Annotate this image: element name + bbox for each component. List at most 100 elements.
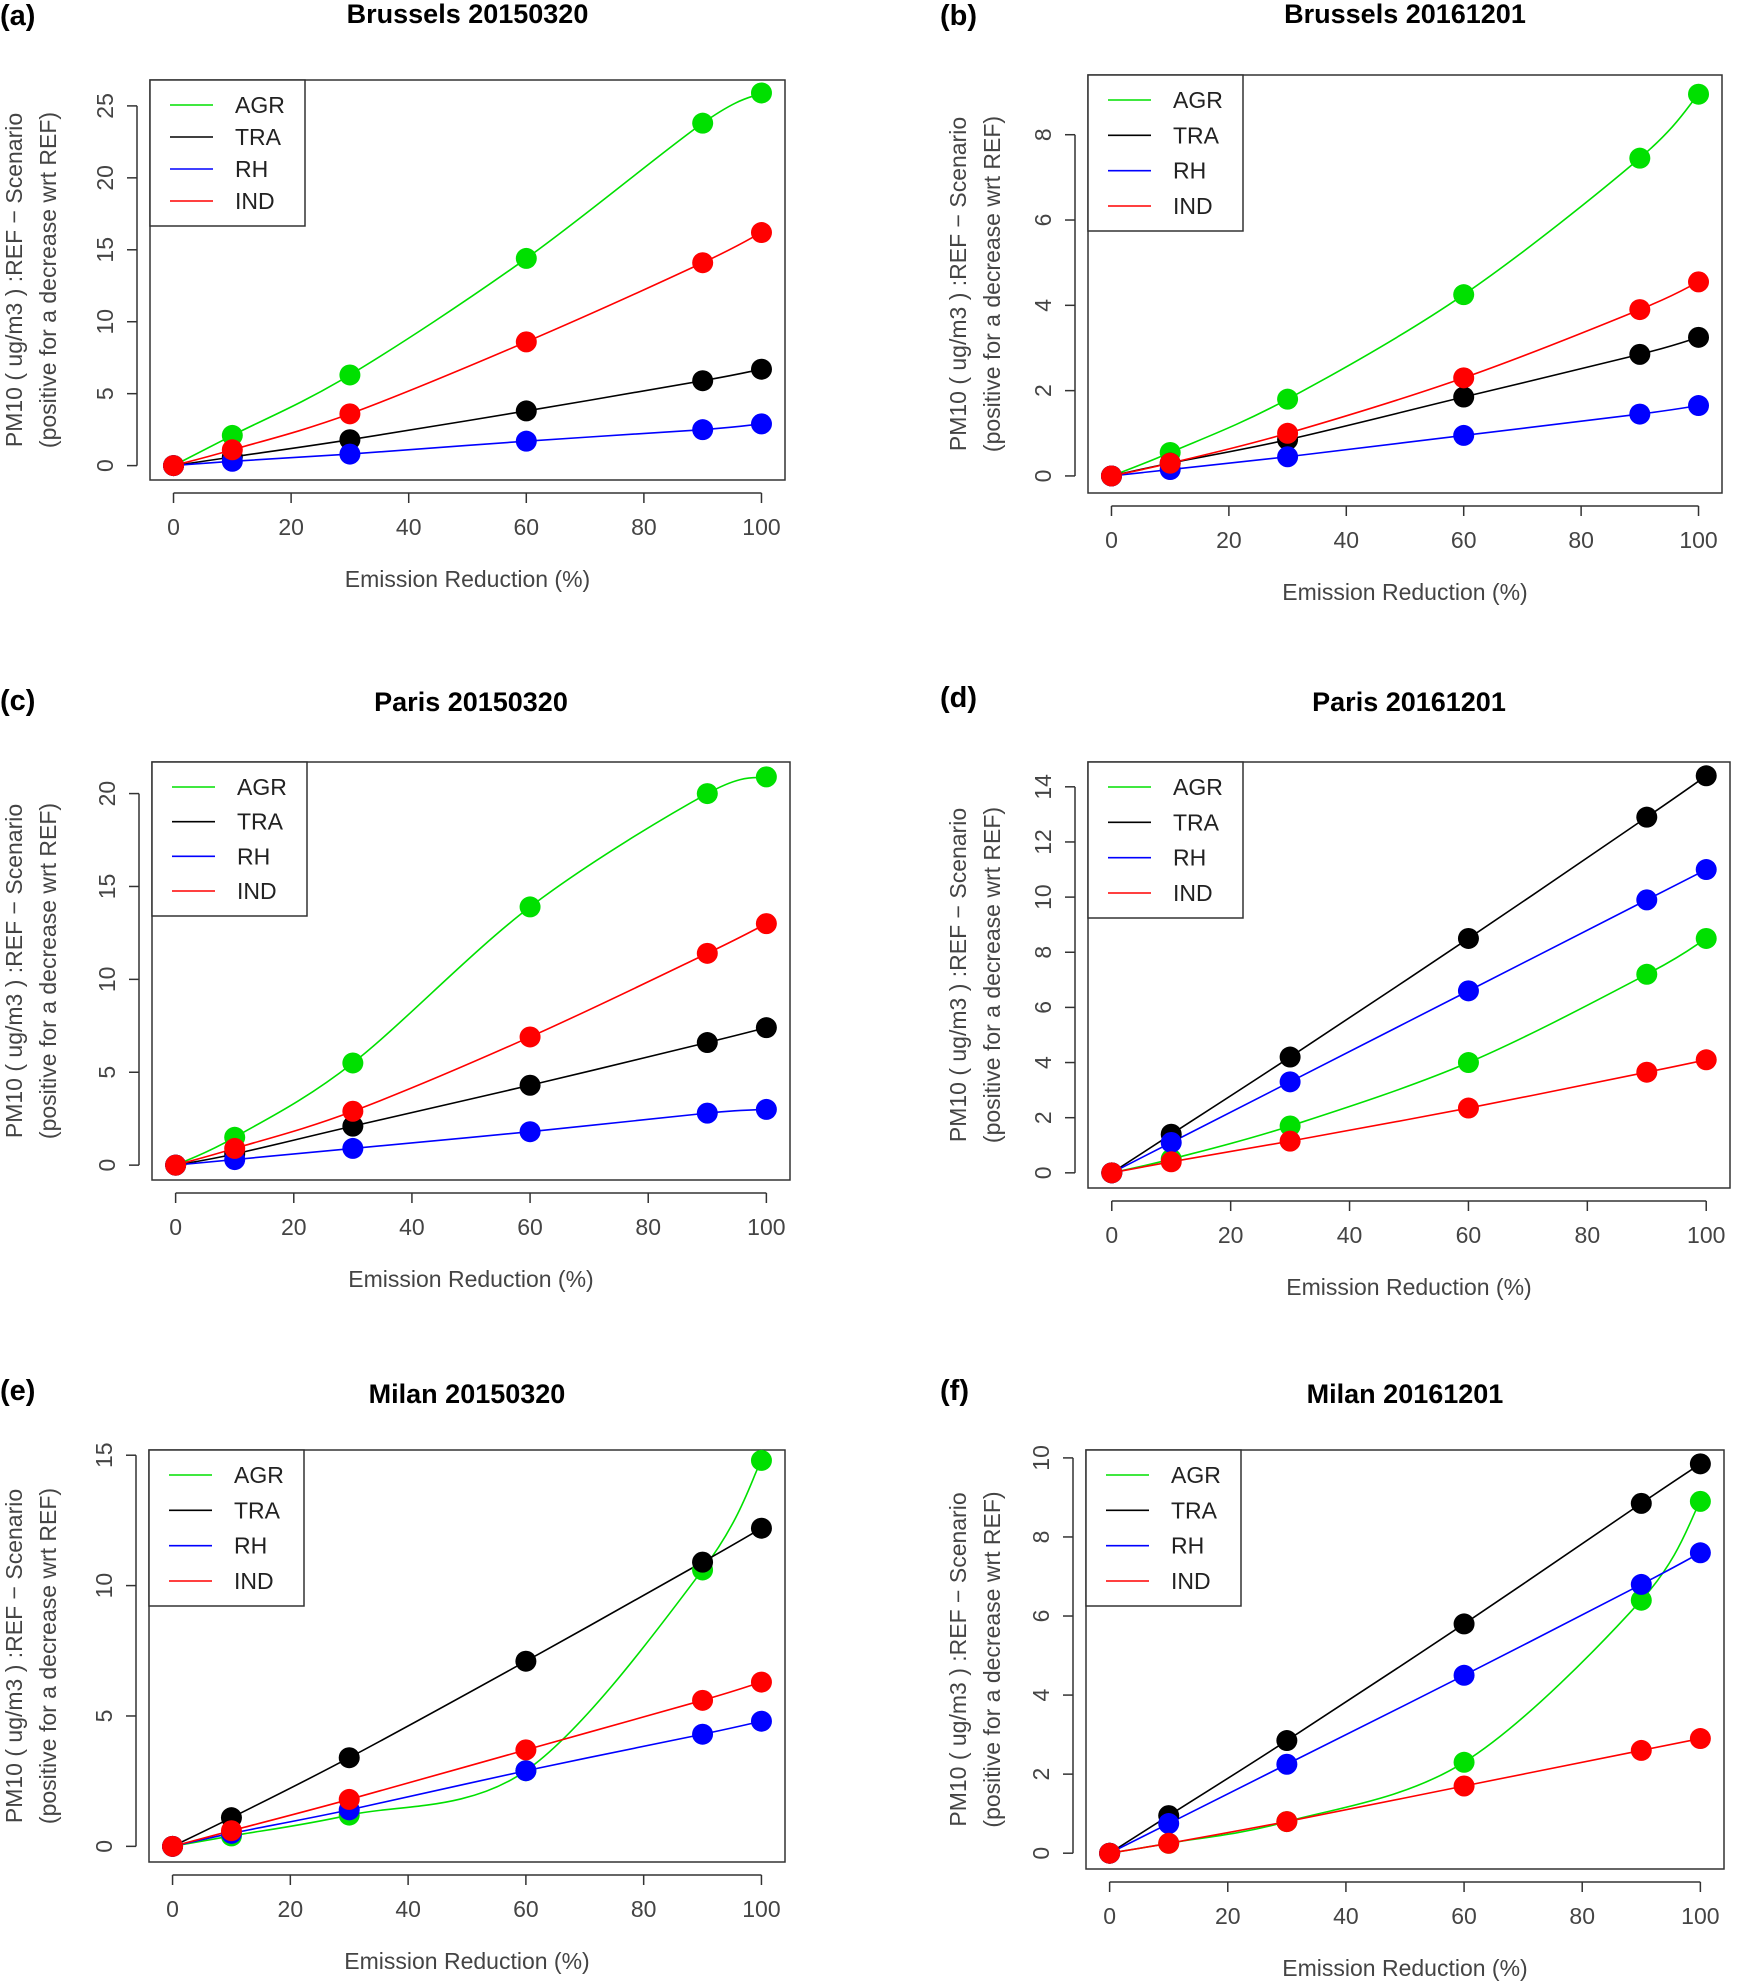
y-tick-label: 8 [1030,946,1056,959]
y-tick-label: 10 [1028,1445,1054,1471]
data-point-ind [1101,1162,1123,1184]
data-point-agr [1453,284,1475,306]
data-point-agr [1630,1589,1652,1611]
y-tick-label: 6 [1030,1001,1056,1014]
data-point-ind [220,1820,242,1842]
data-point-ind [515,1739,537,1761]
data-point-ind [1630,1739,1652,1761]
y-tick-label: 0 [1030,1166,1056,1179]
data-point-ind [692,1689,714,1711]
plot-frame [149,79,786,481]
series-line-rh [175,1108,767,1166]
y-axis-label: (positive for a decrease wrt REF) [35,1488,61,1824]
data-point-rh [1277,446,1299,468]
data-point-rh [1629,403,1651,425]
y-tick-label: 4 [1030,299,1056,312]
y-tick-label: 15 [92,237,118,263]
data-point-rh [692,419,714,441]
x-tick-label: 100 [1679,527,1717,553]
data-point-ind [519,1026,541,1048]
data-point-tra [750,1517,772,1539]
data-point-tra [755,1017,777,1039]
y-tick-label: 8 [1030,128,1056,141]
data-point-tra [696,1032,718,1054]
x-tick-label: 60 [1451,1903,1477,1929]
data-point-tra [1630,1492,1652,1514]
chart-title: Milan 20150320 [369,1379,566,1409]
x-tick-label: 100 [1687,1222,1725,1248]
x-tick-label: 60 [1451,527,1477,553]
series-line-rh [172,1720,762,1848]
y-tick-label: 5 [92,387,118,400]
data-point-rh [515,430,537,452]
legend-label: AGR [235,92,285,118]
legend-label: IND [234,1568,274,1594]
data-point-rh [1630,1573,1652,1595]
x-tick-label: 20 [278,1896,304,1922]
x-tick-label: 0 [1105,1222,1118,1248]
data-point-agr [696,783,718,805]
data-point-ind [1277,422,1299,444]
legend: AGR TRA RH IND [1085,1449,1242,1607]
panel-label: (f) [940,1375,969,1407]
data-point-ind [515,331,537,353]
data-point-tra [692,1551,714,1573]
data-point-ind [1100,465,1122,487]
panel-label: (c) [0,685,35,717]
data-point-agr [221,424,243,446]
y-tick-label: 0 [91,1840,117,1853]
x-tick-label: 0 [1105,527,1118,553]
x-tick-label: 0 [1103,1903,1116,1929]
y-axis-label: PM10 ( ug/m3 ) :REF − Scenario [945,117,971,451]
x-tick-label: 80 [631,514,657,540]
plot-frame [151,761,791,1181]
chart-title: Brussels 20150320 [347,0,589,29]
data-point-agr [1688,83,1710,105]
data-point-tra [519,1074,541,1096]
data-point-rh [692,1723,714,1745]
legend-label: RH [237,843,270,869]
series-line-ind [172,1681,762,1848]
x-tick-label: 0 [167,514,180,540]
y-tick-label: 2 [1028,1768,1054,1781]
x-axis-label: Emission Reduction (%) [348,1266,593,1292]
x-tick-label: 0 [166,1896,179,1922]
y-axis-label: PM10 ( ug/m3 ) :REF − Scenario [945,808,971,1142]
legend-box [148,1449,305,1607]
data-point-tra [1279,1046,1301,1068]
x-tick-label: 0 [169,1214,182,1240]
data-point-tra [1688,326,1710,348]
legend-label: AGR [1173,774,1223,800]
data-point-ind [1453,1775,1475,1797]
x-tick-label: 40 [396,514,422,540]
x-tick-label: 80 [1575,1222,1601,1248]
chart-title: Brussels 20161201 [1284,0,1526,29]
data-point-ind [338,1788,360,1810]
data-point-rh [1695,859,1717,881]
data-point-ind [221,439,243,461]
y-axis-label: PM10 ( ug/m3 ) :REF − Scenario [945,1492,971,1826]
data-point-rh [1636,889,1658,911]
y-axis-label: PM10 ( ug/m3 ) :REF − Scenario [1,804,27,1138]
x-tick-label: 80 [635,1214,661,1240]
data-point-tra [1453,386,1475,408]
y-tick-label: 10 [92,309,118,335]
data-point-agr [519,896,541,918]
legend-label: AGR [237,774,287,800]
data-point-ind [1159,452,1181,474]
data-point-ind [1158,1832,1180,1854]
data-point-ind [224,1137,246,1159]
legend-label: TRA [234,1497,281,1523]
data-point-ind [342,1100,364,1122]
y-tick-label: 15 [94,874,120,900]
data-point-rh [515,1760,537,1782]
x-axis-label: Emission Reduction (%) [1282,579,1527,605]
y-tick-label: 10 [91,1573,117,1599]
data-point-tra [339,429,361,451]
panel-label: (b) [940,0,977,32]
